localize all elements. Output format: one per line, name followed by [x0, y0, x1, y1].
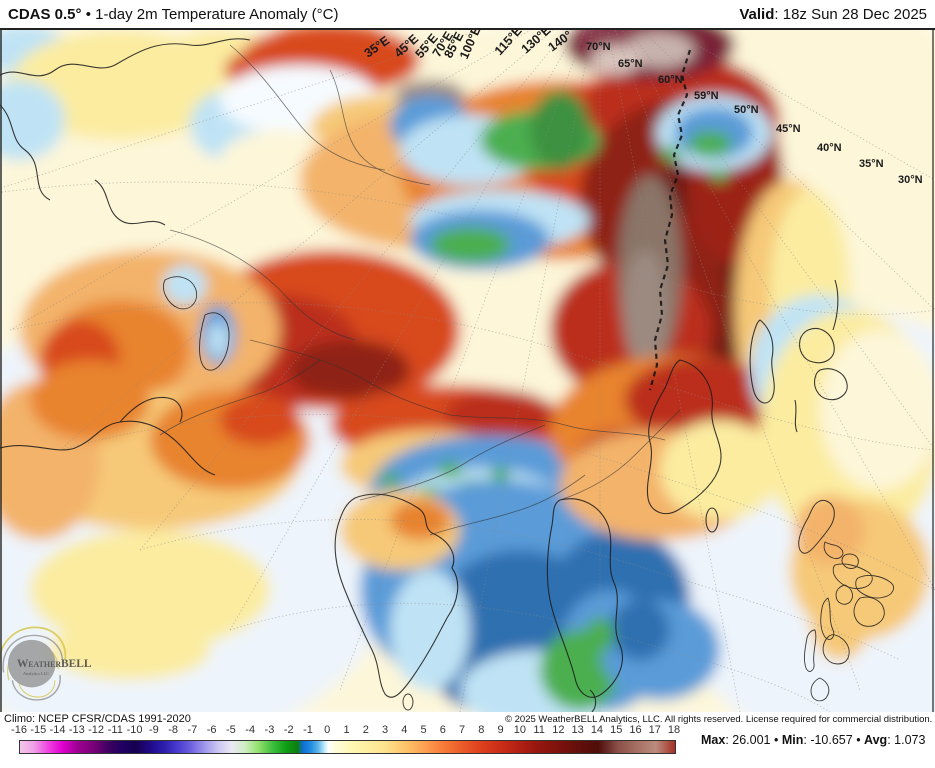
svg-text:60°N: 60°N — [658, 74, 683, 86]
svg-text:35°N: 35°N — [859, 158, 884, 170]
svg-text:59°N: 59°N — [694, 90, 719, 102]
svg-text:40°N: 40°N — [817, 142, 842, 154]
svg-text:30°N: 30°N — [898, 174, 923, 186]
svg-text:70°N: 70°N — [586, 41, 611, 53]
svg-text:65°N: 65°N — [618, 58, 643, 70]
svg-text:Analytics LLC: Analytics LLC — [23, 671, 49, 676]
svg-text:50°N: 50°N — [734, 104, 759, 116]
svg-text:45°N: 45°N — [776, 123, 801, 135]
svg-text:WEATHERBELL: WEATHERBELL — [17, 658, 92, 670]
